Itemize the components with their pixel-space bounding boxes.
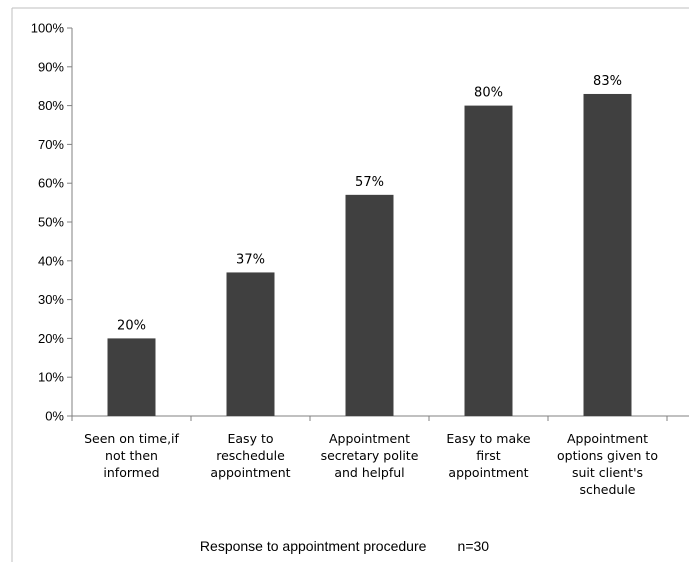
data-label: 20% bbox=[117, 318, 146, 333]
bar bbox=[583, 93, 632, 417]
y-tick-label: 60% bbox=[38, 176, 64, 191]
chart-bars bbox=[107, 93, 632, 417]
chart-axes: 0% 10% 20% 30% 40% 50% 60% 70% 80% 90% 100% bbox=[11, 7, 689, 562]
x-tick-label-line: schedule bbox=[579, 482, 635, 497]
y-tick-label: 100% bbox=[31, 21, 65, 36]
x-axis-caption: Response to appointment procedure n=30 bbox=[0, 538, 689, 554]
bar bbox=[345, 194, 394, 416]
x-tick-label-line: Easy to make bbox=[446, 431, 531, 446]
x-tick-label: Easy to reschedule appointment bbox=[210, 431, 290, 480]
x-tick-label-line: suit client's bbox=[572, 465, 643, 480]
y-tick-label: 30% bbox=[38, 292, 64, 307]
x-tick-label: Appointment secretary polite and helpful bbox=[321, 431, 419, 480]
x-tick-label-line: secretary polite bbox=[321, 448, 419, 463]
bar bbox=[226, 272, 275, 416]
chart-labels: 20% Seen on time,if not then informed 37% Eas… bbox=[84, 74, 658, 497]
x-tick-label-line: Seen on time,if bbox=[84, 431, 179, 446]
x-tick-label: Seen on time,if not then informed bbox=[84, 431, 179, 480]
y-tick-label: 90% bbox=[38, 59, 64, 74]
x-tick-label-line: Appointment bbox=[329, 431, 410, 446]
x-tick-label: Easy to make first appointment bbox=[446, 431, 531, 480]
data-label: 80% bbox=[474, 86, 503, 101]
bar bbox=[107, 338, 156, 416]
y-tick-label: 0% bbox=[45, 409, 64, 424]
x-tick-label-line: Easy to bbox=[228, 431, 274, 446]
x-tick-label-line: and helpful bbox=[334, 465, 404, 480]
y-tick-label: 70% bbox=[38, 137, 64, 152]
x-tick-label-line: options given to bbox=[557, 448, 658, 463]
bar bbox=[464, 105, 513, 416]
x-tick-label-line: not then bbox=[105, 448, 158, 463]
x-tick-label: Appointment options given to suit client's… bbox=[557, 431, 658, 497]
y-tick-label: 50% bbox=[38, 215, 64, 230]
x-tick-label-line: appointment bbox=[210, 465, 290, 480]
x-tick-label-line: Appointment bbox=[567, 431, 648, 446]
x-axis-title: Response to appointment procedure bbox=[199, 538, 427, 554]
y-tick-label: 10% bbox=[38, 370, 64, 385]
x-tick-label-line: informed bbox=[103, 465, 159, 480]
x-tick-label-line: reschedule bbox=[216, 448, 285, 463]
x-tick-label-line: first bbox=[476, 448, 501, 463]
x-tick-label-line: appointment bbox=[448, 465, 528, 480]
data-label: 83% bbox=[593, 74, 622, 89]
y-tick-label: 20% bbox=[38, 331, 64, 346]
data-label: 57% bbox=[355, 175, 384, 190]
y-tick-label: 80% bbox=[38, 98, 64, 113]
sample-size-label: n=30 bbox=[457, 538, 490, 554]
data-label: 37% bbox=[236, 252, 265, 267]
y-tick-label: 40% bbox=[38, 253, 64, 268]
